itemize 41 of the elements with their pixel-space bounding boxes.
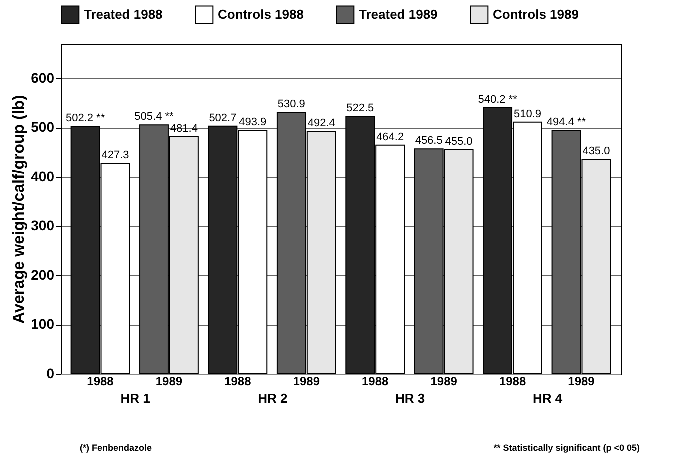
legend-label: Controls 1989: [493, 6, 579, 22]
legend-label: Treated 1988: [84, 6, 163, 22]
y-tick-label: 100: [31, 316, 55, 332]
x-tick-label: 1988: [362, 374, 390, 388]
x-tick-label: 1989: [156, 374, 183, 388]
data-label: 502.7: [209, 112, 237, 124]
y-axis-title: Average weight/calf/group (lb): [11, 95, 28, 324]
data-label: 464.2: [376, 131, 404, 144]
x-tick-label: 1989: [568, 374, 596, 388]
x-tick-label: 1988: [499, 374, 526, 388]
text: ** Statistically significant (p <0 05): [494, 443, 640, 453]
y-tick-label: 300: [31, 218, 55, 234]
data-label: 455.0: [445, 136, 473, 148]
data-label: 435.0: [582, 146, 610, 158]
text: HR 3: [396, 391, 426, 406]
text: HR 1: [120, 391, 150, 406]
text: (*) Fenbendazole: [80, 443, 152, 453]
data-label: 530.9: [278, 98, 306, 111]
data-label: 502.2 **: [66, 112, 106, 125]
data-label: 456.5: [415, 135, 443, 148]
data-label: 522.5: [346, 102, 374, 115]
legend-label: Controls 1988: [218, 6, 304, 22]
data-label: 540.2 **: [478, 94, 518, 106]
legend-label: Treated 1989: [359, 6, 438, 22]
data-label: 494.4 **: [546, 116, 587, 128]
y-tick-label: 500: [31, 119, 55, 136]
y-tick-label: 200: [31, 266, 55, 283]
y-tick-label: 400: [31, 168, 55, 184]
data-label: 427.3: [102, 150, 130, 162]
y-tick-label: 600: [31, 70, 55, 86]
x-tick-label: 1989: [293, 374, 320, 388]
data-label: 493.9: [239, 116, 267, 129]
data-label: 492.4: [308, 117, 336, 130]
x-tick-label: 1988: [224, 374, 252, 388]
data-label: 510.9: [514, 108, 542, 120]
x-tick-label: 1989: [430, 374, 458, 388]
x-tick-label: 1988: [87, 374, 114, 388]
data-label: 505.4 **: [134, 111, 175, 124]
text: HR 2: [258, 391, 288, 406]
text: HR 4: [532, 391, 564, 406]
y-tick-label: 0: [46, 366, 55, 382]
